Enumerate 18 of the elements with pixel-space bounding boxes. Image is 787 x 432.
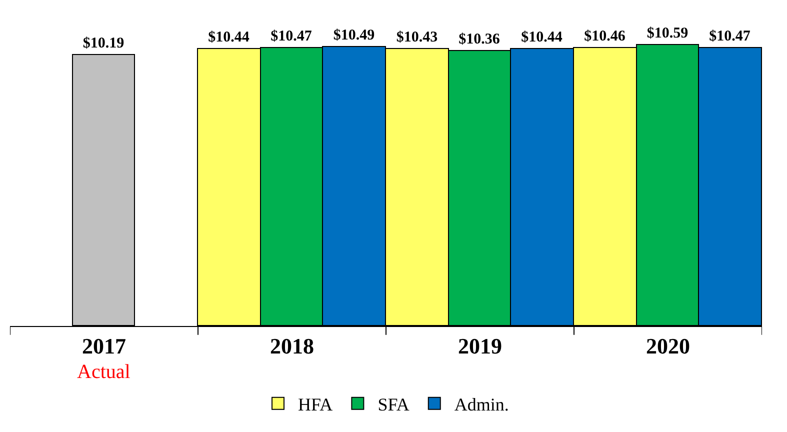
data-label: $10.46 xyxy=(584,28,626,44)
data-label: $10.47 xyxy=(709,28,751,44)
data-label: $10.19 xyxy=(82,36,124,52)
x-tick-label: 2018 xyxy=(270,333,314,358)
legend-label: SFA xyxy=(378,394,410,414)
data-label: $10.36 xyxy=(458,32,500,48)
data-label: $10.47 xyxy=(270,28,312,44)
data-label: $10.49 xyxy=(333,28,375,44)
data-label: $10.43 xyxy=(396,30,438,46)
data-label: $10.59 xyxy=(646,26,688,42)
data-label: $10.44 xyxy=(521,30,563,46)
text: Actual xyxy=(77,361,131,383)
data-label: $10.44 xyxy=(208,30,250,46)
x-tick-label: 2019 xyxy=(458,333,502,358)
x-tick-label: 2020 xyxy=(646,333,690,358)
x-tick-label: 2017 xyxy=(82,333,126,358)
legend-label: HFA xyxy=(298,394,333,414)
legend-label: Admin. xyxy=(454,394,509,414)
